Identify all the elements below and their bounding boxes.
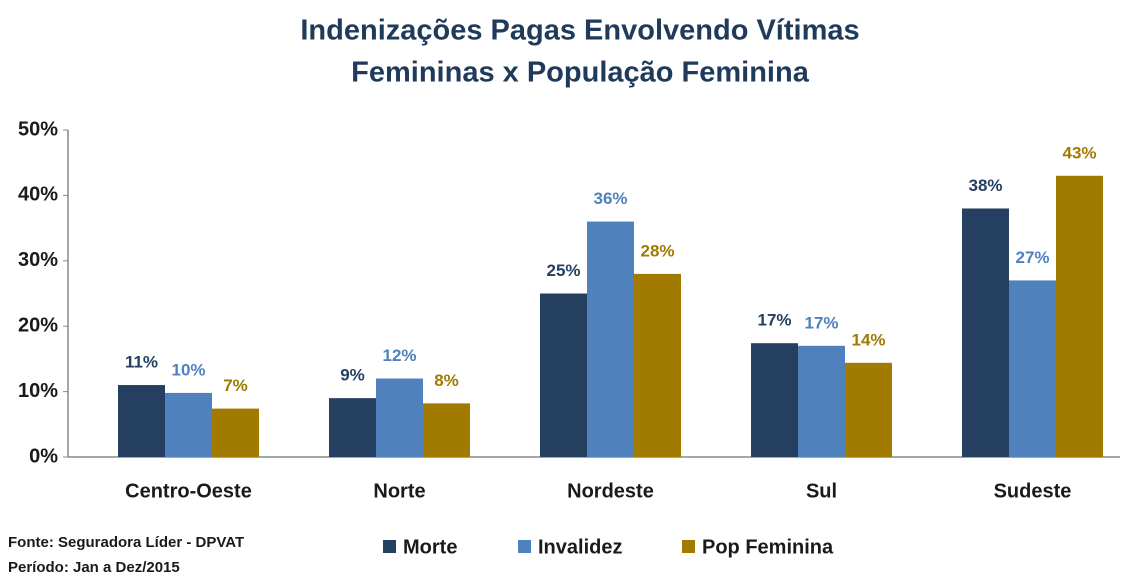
- legend-swatch: [518, 540, 531, 553]
- bar: [1009, 280, 1056, 457]
- bar: [962, 208, 1009, 457]
- legend-swatch: [682, 540, 695, 553]
- value-label: 17%: [804, 313, 838, 332]
- bar: [212, 408, 259, 457]
- bar: [165, 392, 212, 457]
- legend-label: Morte: [403, 536, 457, 558]
- value-label: 27%: [1015, 248, 1049, 267]
- x-tick-label: Norte: [373, 480, 425, 502]
- bar: [798, 345, 845, 457]
- bar: [1056, 175, 1103, 457]
- y-tick-label: 0%: [29, 445, 58, 467]
- legend-label: Pop Feminina: [702, 536, 834, 558]
- bar: [540, 293, 587, 457]
- bar: [587, 221, 634, 457]
- value-label: 17%: [757, 311, 791, 330]
- value-label: 14%: [851, 330, 885, 349]
- y-tick-label: 20%: [18, 314, 58, 336]
- value-label: 7%: [223, 376, 248, 395]
- x-tick-label: Sul: [806, 480, 837, 502]
- y-tick-label: 30%: [18, 249, 58, 271]
- legend-swatch: [383, 540, 396, 553]
- source-note: Fonte: Seguradora Líder - DPVAT: [8, 534, 244, 551]
- x-tick-label: Sudeste: [994, 480, 1072, 502]
- value-label: 10%: [171, 360, 205, 379]
- value-label: 38%: [968, 176, 1002, 195]
- x-tick-label: Nordeste: [567, 480, 654, 502]
- period-note: Período: Jan a Dez/2015: [8, 559, 180, 576]
- bar: [634, 273, 681, 457]
- y-tick-label: 50%: [18, 118, 58, 140]
- value-label: 36%: [593, 189, 627, 208]
- value-label: 43%: [1062, 143, 1096, 162]
- value-label: 11%: [125, 353, 158, 372]
- bar: [845, 362, 892, 457]
- bar: [751, 343, 798, 457]
- legend-label: Invalidez: [538, 536, 622, 558]
- value-label: 28%: [640, 241, 674, 260]
- bar: [376, 378, 423, 457]
- value-label: 9%: [340, 366, 365, 385]
- value-label: 8%: [434, 371, 459, 390]
- y-tick-label: 10%: [18, 380, 58, 402]
- y-tick-label: 40%: [18, 184, 58, 206]
- bar: [118, 385, 165, 457]
- bar: [423, 403, 470, 457]
- value-label: 25%: [546, 261, 580, 280]
- x-tick-label: Centro-Oeste: [125, 480, 252, 502]
- bar: [329, 398, 376, 457]
- chart-title: Indenizações Pagas Envolvendo Vítimas: [300, 15, 859, 47]
- chart-title: Femininas x População Feminina: [351, 57, 810, 89]
- value-label: 12%: [382, 346, 416, 365]
